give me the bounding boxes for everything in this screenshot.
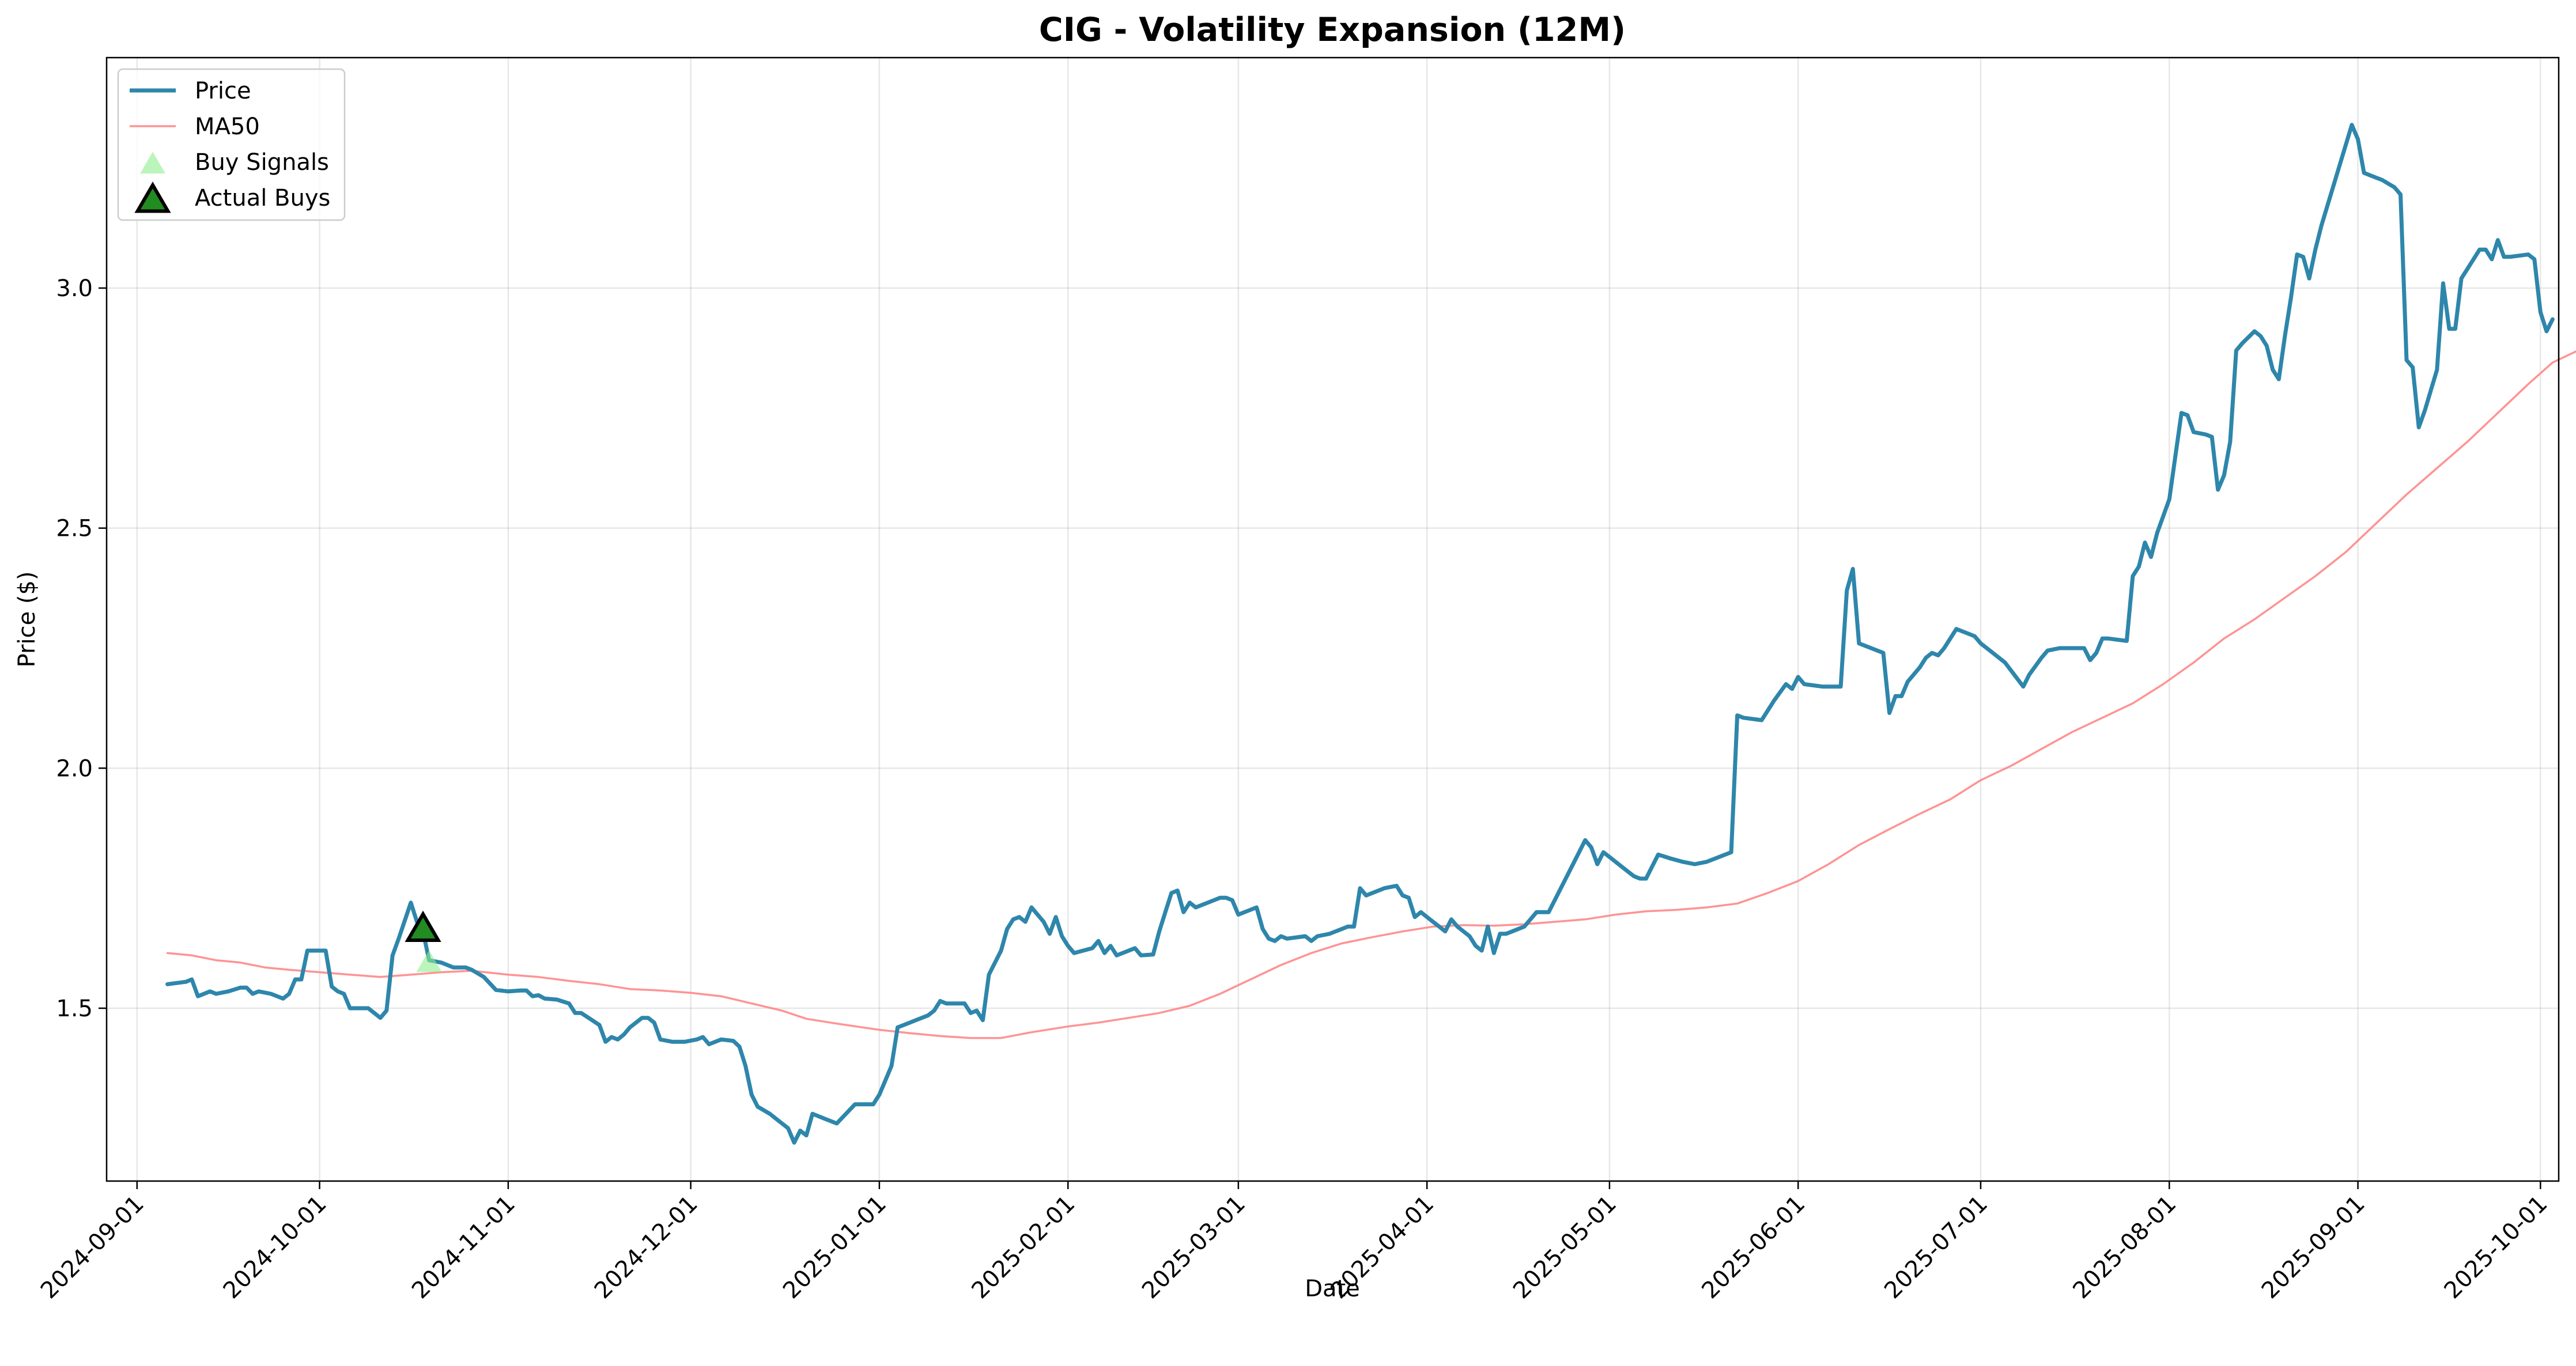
plot-area (107, 58, 2576, 1181)
legend-label: Buy Signals (195, 149, 329, 176)
series-layer (165, 123, 2576, 1145)
legend-actual-buy-swatch (134, 181, 171, 213)
buy-signal-marker (416, 950, 442, 973)
plot-frame (105, 56, 2560, 1182)
y-tick-label: 3.0 (56, 275, 93, 302)
y-axis-label: Price ($) (14, 572, 40, 668)
x-axis-label: Date (1305, 1276, 1360, 1302)
y-axis: 1.5 2.0 2.5 3.0 (56, 275, 107, 1022)
legend-buy-signal-swatch (140, 152, 165, 174)
legend-label: Price (195, 78, 251, 104)
grid-lines (107, 58, 2559, 1181)
ma50-line (166, 350, 2576, 1039)
price-line (165, 123, 2555, 1145)
chart-title: CIG - Volatility Expansion (12M) (1039, 11, 1626, 49)
actual-buy-marker (405, 910, 441, 942)
legend: Price MA50 Buy Signals Actual Buys (117, 68, 346, 221)
y-tick-label: 2.0 (56, 755, 93, 782)
marker-layer (405, 910, 442, 973)
y-tick-label: 1.5 (56, 996, 93, 1022)
y-tick-label: 2.5 (56, 516, 93, 542)
legend-frame (117, 68, 346, 221)
legend-label: Actual Buys (195, 185, 330, 211)
legend-label: MA50 (195, 113, 260, 140)
